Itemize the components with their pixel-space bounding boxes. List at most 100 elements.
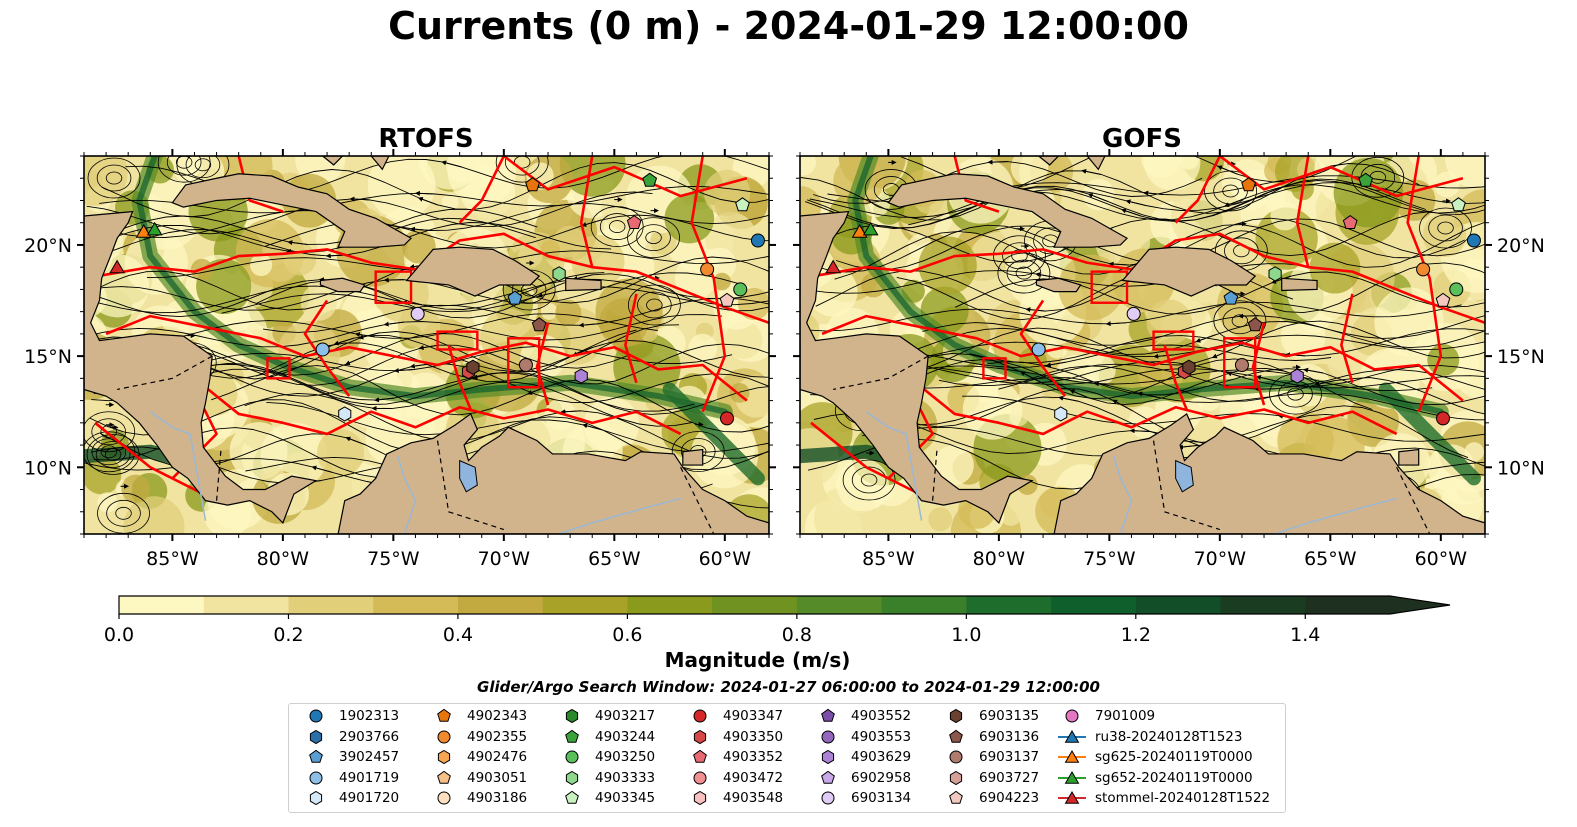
land	[84, 156, 769, 534]
eddy-streamline	[84, 411, 136, 453]
legend-entry: 7901009	[1057, 706, 1270, 727]
eddy-streamline	[104, 448, 122, 461]
marker-4903347	[1436, 411, 1451, 426]
x-tick-label: 60°W	[699, 548, 752, 570]
legend-marker-hexagon-icon	[437, 750, 451, 765]
eddy-streamline	[646, 298, 663, 312]
legend-swatch	[949, 791, 963, 805]
legend-marker-hexagon-icon	[821, 750, 835, 765]
river	[149, 411, 207, 521]
eddy-streamline	[1224, 237, 1259, 265]
legend-marker-triangle-line-icon	[1058, 729, 1086, 743]
streamline-arrow	[1177, 444, 1199, 450]
x-tick-label: 80°W	[257, 548, 310, 570]
streamline-arrow	[383, 321, 404, 327]
magnitude-blob	[446, 156, 481, 183]
country-border	[117, 355, 213, 391]
marker-1902313	[750, 233, 765, 248]
legend-label: 1902313	[339, 708, 400, 725]
current-jet	[662, 382, 765, 486]
legend-label: 6903137	[979, 749, 1040, 766]
land-polygon	[1035, 277, 1082, 293]
legend-swatch	[693, 791, 707, 806]
magnitude-blob	[724, 321, 763, 359]
land-polygon	[405, 246, 541, 297]
legend-column: 7901009 ru38-20240128T1523 sg625-20240119T…	[1057, 706, 1270, 809]
marker-6903136	[1247, 317, 1263, 332]
platform-markers	[825, 172, 1481, 426]
legend-swatch	[693, 709, 707, 723]
streamline-arrow	[349, 196, 370, 202]
legend-marker-circle-icon	[949, 750, 963, 764]
eddy-streamline	[166, 156, 202, 176]
land-polygon	[887, 173, 1129, 248]
marker-4903333	[552, 266, 566, 282]
legend-label: sg652-20240119T0000	[1095, 769, 1253, 786]
magnitude-blob	[599, 298, 649, 348]
legend-label: 6904223	[979, 790, 1040, 807]
marker-6904223	[719, 292, 735, 307]
legend-swatch	[949, 729, 963, 743]
eddy-streamline	[495, 156, 549, 183]
magnitude-blob	[367, 156, 436, 219]
legend-entry: 4903051	[429, 768, 527, 789]
boundary-box	[507, 337, 541, 389]
boundary-line	[810, 421, 934, 502]
legend-swatch	[949, 750, 963, 764]
eddy-streamline	[185, 156, 221, 179]
colorbar-label: Magnitude (m/s)	[664, 648, 851, 672]
legend-swatch	[1064, 791, 1080, 805]
gofs-map[interactable]: 85°W 80°W 75°W 70°W 65°W 60°W 20°N 15°N 10°N	[780, 123, 1577, 570]
magnitude-blob	[713, 272, 731, 291]
streamline-arrow	[581, 219, 602, 227]
legend-label: 6902958	[851, 769, 912, 786]
boundary-line	[624, 293, 638, 384]
streamline-arrow	[987, 159, 1008, 165]
y-tick-label: 15°N	[24, 346, 72, 368]
colorbar-segment	[373, 596, 459, 614]
legend-entry: 4903186	[429, 788, 527, 809]
legend-swatch	[693, 771, 707, 785]
colorbar-segment	[966, 596, 1052, 614]
legend-label: 4903553	[851, 728, 912, 745]
legend-swatch	[693, 750, 707, 764]
marker-6903135	[466, 359, 480, 375]
streamline	[805, 180, 1485, 229]
boundary-line	[458, 156, 506, 224]
legend-swatch	[565, 750, 579, 764]
marker-sg652-20240119T0000	[146, 221, 163, 236]
eddy-streamline	[91, 438, 127, 466]
marker-4903352	[626, 214, 642, 229]
legend-swatch	[821, 709, 835, 723]
magnitude-blob	[999, 503, 1023, 526]
legend-entry: 1902313	[301, 706, 399, 727]
colorbar-tick-label: 0.4	[443, 624, 473, 646]
eddy-streamline	[91, 418, 126, 446]
legend-marker-circle-icon	[437, 730, 451, 744]
legend-entry: 6903135	[941, 706, 1039, 727]
legend-swatch	[1065, 709, 1079, 723]
legend-entry: ru38-20240128T1523	[1057, 727, 1270, 748]
legend-swatch	[821, 770, 835, 784]
marker-6903137	[1234, 358, 1249, 373]
streamline	[837, 334, 1485, 365]
legend-swatch	[309, 771, 323, 785]
streamline-arrow	[1108, 261, 1129, 267]
boundary-box	[1152, 330, 1195, 351]
marker-6903134	[410, 306, 425, 321]
legend-label: 7901009	[1095, 708, 1156, 725]
rtofs-map[interactable]: 85°W 80°W 75°W 70°W 65°W 60°W 20°N 15°N 10°N	[24, 127, 956, 570]
land-polygon	[565, 277, 602, 292]
legend-label: 4903552	[851, 708, 912, 725]
streamline-arrow	[1125, 199, 1146, 206]
legend-column: 4903217 4903244 4903250 4903333 4903345	[557, 706, 655, 809]
marker-4903333	[1268, 266, 1282, 282]
streamline-arrow	[1217, 165, 1238, 175]
land-polygon	[682, 448, 704, 466]
legend-entry: 6903137	[941, 747, 1039, 768]
legend-marker-hexagon-icon	[693, 729, 707, 744]
magnitude-blob	[664, 193, 715, 244]
legend-label: stommel-20240128T1522	[1095, 790, 1271, 807]
streamline	[256, 339, 769, 382]
legend-marker-pentagon-icon	[693, 750, 707, 764]
